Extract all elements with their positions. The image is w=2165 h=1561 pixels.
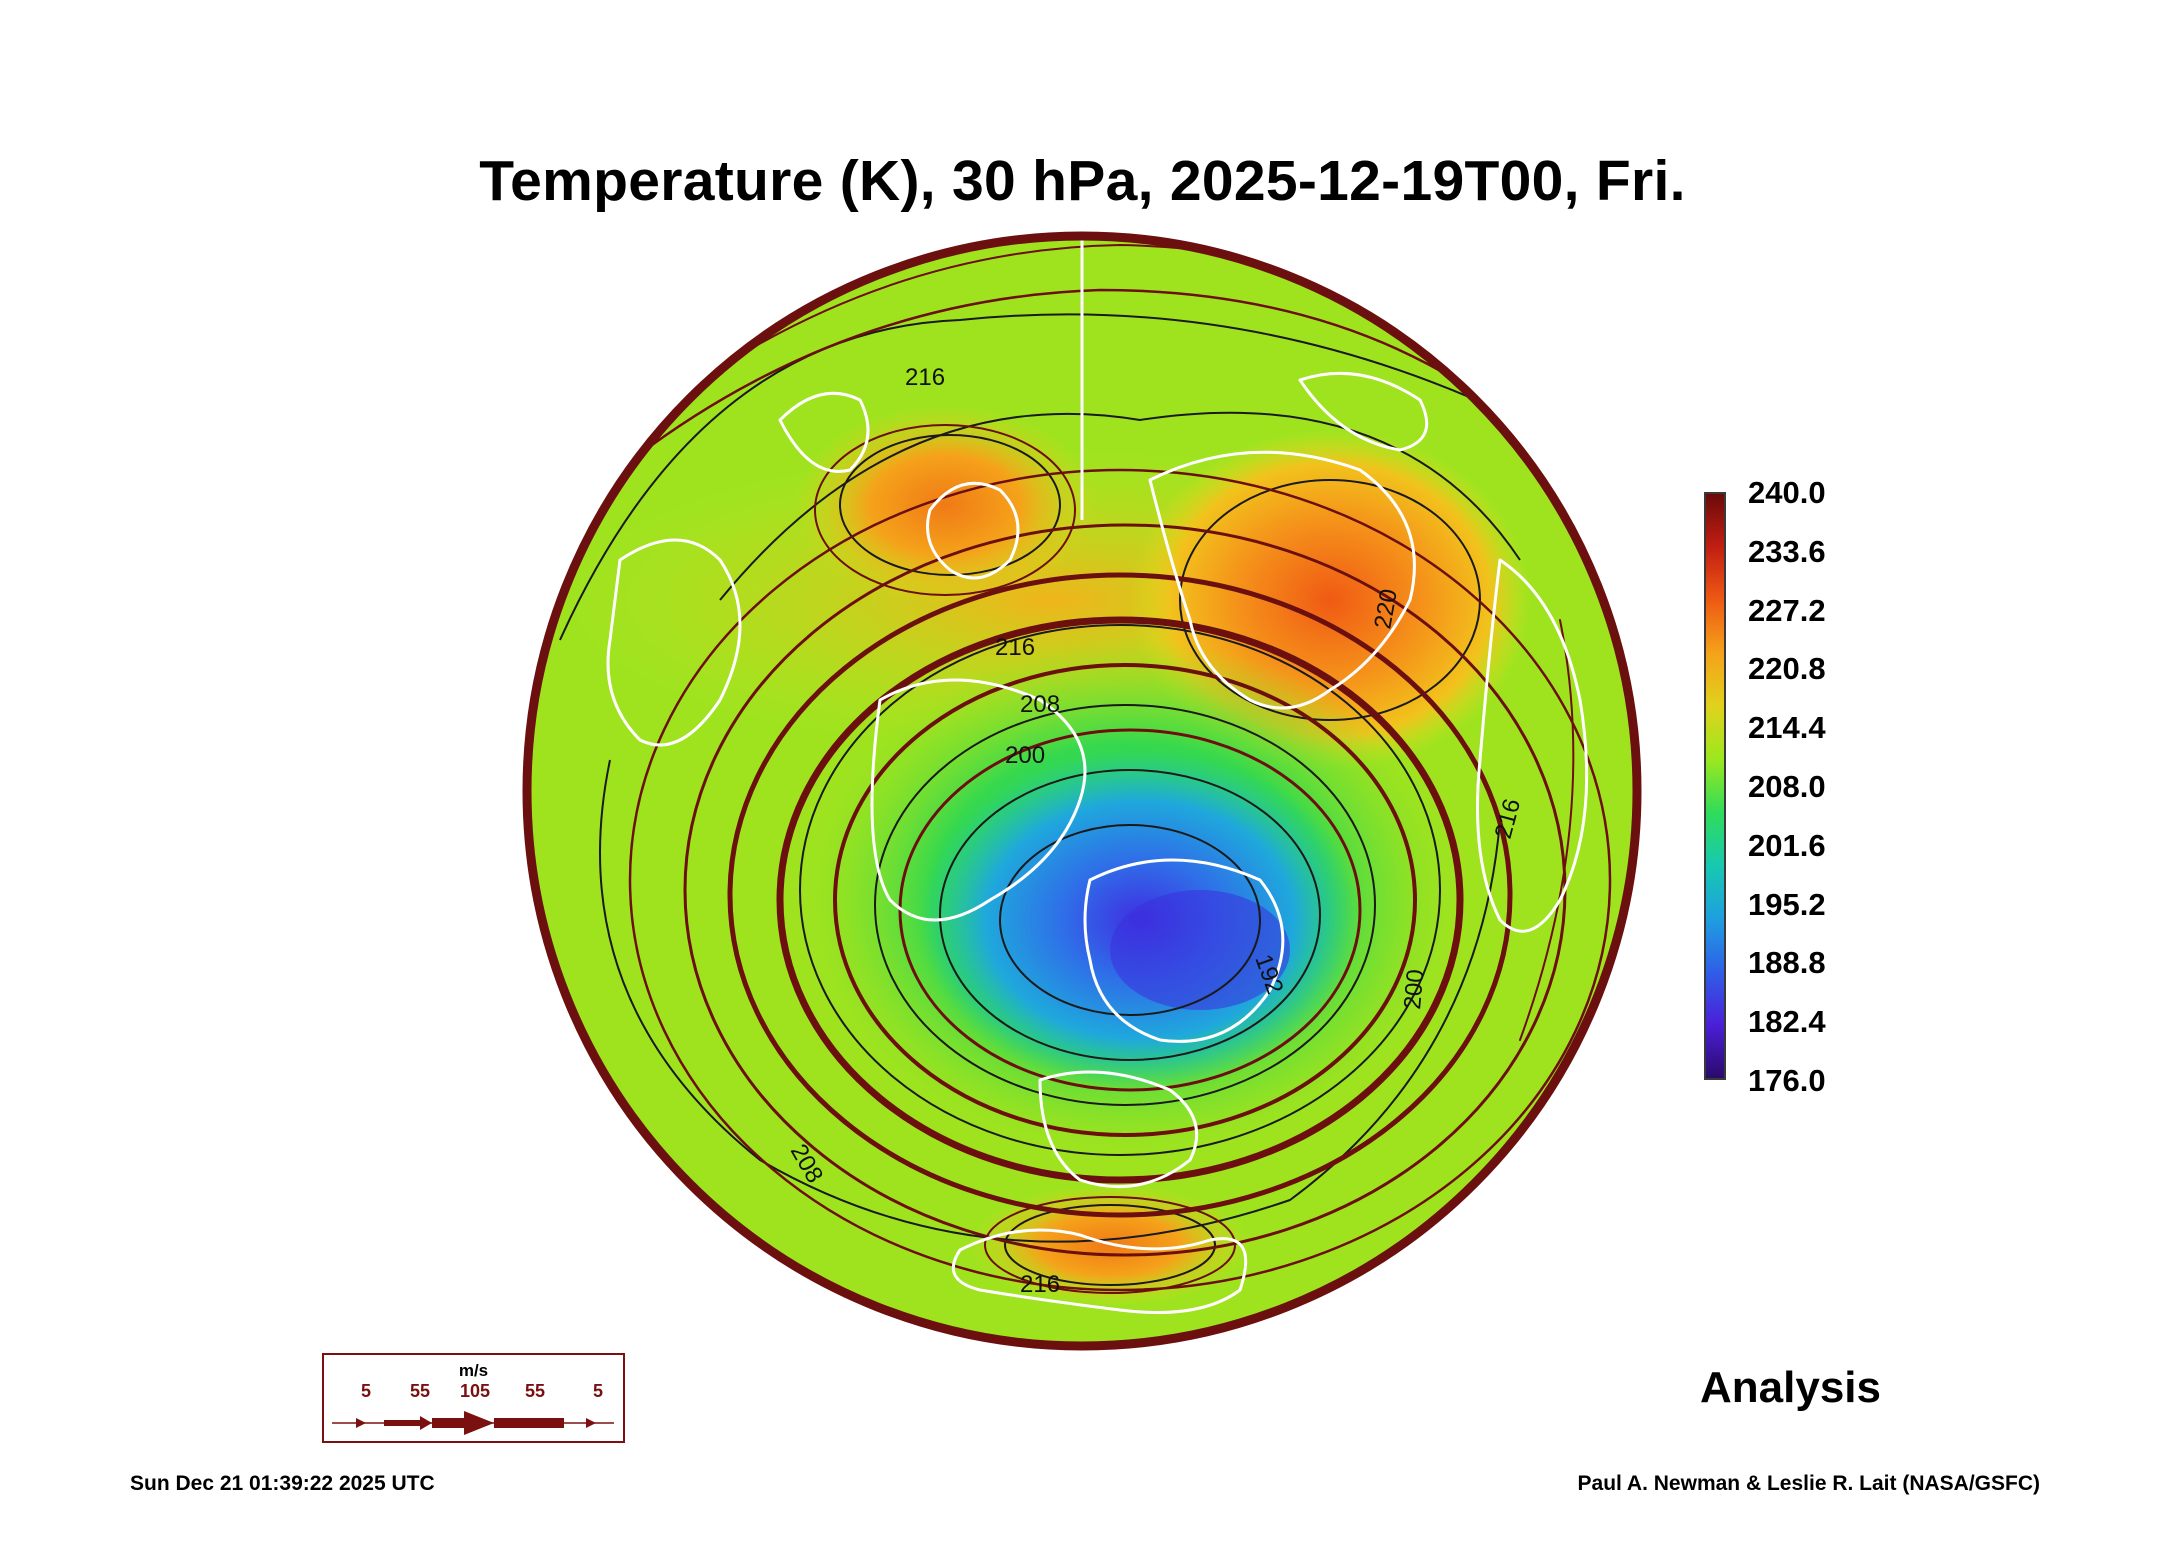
colorbar-tick-label: 214.4	[1748, 710, 1826, 746]
wind-units-label: m/s	[458, 1361, 489, 1380]
contour-label: 208	[1020, 691, 1060, 718]
colorbar-tick-label: 188.8	[1748, 945, 1826, 981]
isotherm-contours	[559, 313, 1521, 1286]
colorbar-tick-label: 220.8	[1748, 651, 1826, 687]
wind-legend-label: 55	[524, 1381, 546, 1401]
map-title: Temperature (K), 30 hPa, 2025-12-19T00, …	[479, 149, 1686, 213]
contour-label: 216	[905, 364, 945, 391]
generated-timestamp: Sun Dec 21 01:39:22 2025 UTC	[130, 1472, 435, 1495]
contour-label: 200	[1005, 742, 1045, 769]
colorbar-tick-label: 227.2	[1748, 592, 1826, 628]
contour-label: 216	[1020, 1271, 1060, 1298]
contour-label: 200	[1399, 968, 1429, 1010]
wind-legend-label: 105	[459, 1381, 491, 1401]
wind-speed-legend: m/s 5 55 105 55 5	[322, 1353, 625, 1443]
colorbar-tick-label: 182.4	[1748, 1004, 1826, 1040]
colorbar-tick-label: 201.6	[1748, 827, 1826, 863]
wind-legend-label: 5	[592, 1381, 604, 1401]
colorbar-tick-label: 208.0	[1748, 769, 1826, 804]
temperature-colorbar	[1704, 492, 1726, 1080]
colorbar-tick-label: 240.0	[1748, 475, 1826, 510]
wind-legend-label: 55	[409, 1381, 431, 1401]
coastlines	[606, 371, 1589, 1314]
wind-arrow-scale	[332, 1411, 614, 1435]
analysis-label: Analysis	[1700, 1363, 1881, 1412]
colorbar-tick-label: 233.6	[1748, 533, 1826, 569]
wind-legend-label: 5	[360, 1381, 372, 1401]
temperature-field	[527, 236, 1637, 1346]
credit-line: Paul A. Newman & Leslie R. Lait (NASA/GS…	[1577, 1472, 2040, 1495]
contour-label: 216	[995, 634, 1035, 661]
colorbar-tick-label: 195.2	[1748, 886, 1826, 922]
map-rim	[522, 231, 1642, 1351]
colorbar-tick-label: 176.0	[1748, 1063, 1826, 1098]
